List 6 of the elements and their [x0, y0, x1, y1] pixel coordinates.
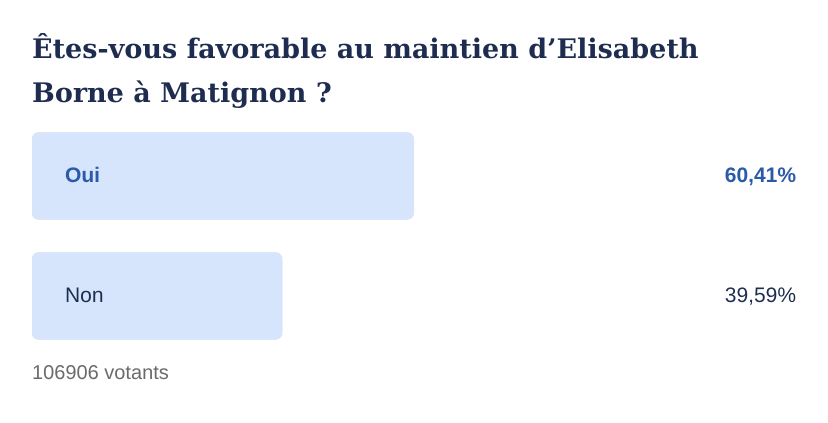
text: 106906 votants — [32, 362, 169, 385]
y-tick-label: Non — [65, 284, 104, 307]
chart-title: Êtes-vous favorable au maintien d’Elisabeth Borne à Matignon ? — [32, 32, 700, 111]
y-tick-label: Oui — [65, 164, 100, 187]
data-label: 39,59% — [724, 284, 796, 307]
data-label: 60,41% — [724, 164, 796, 187]
